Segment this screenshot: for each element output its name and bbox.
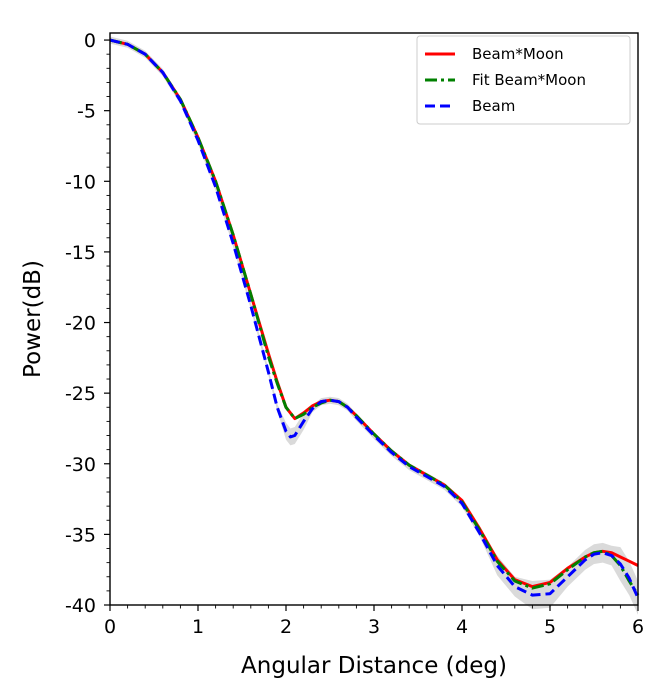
x-tick-label: 2	[280, 616, 292, 638]
y-tick-label: -30	[65, 454, 96, 476]
legend-label: Beam*Moon	[472, 45, 564, 63]
y-tick-label: -5	[77, 101, 96, 123]
x-axis-ticks: 0 1 2 3 4 5 6	[104, 605, 644, 638]
y-tick-label: -15	[65, 242, 96, 264]
legend-label: Beam	[472, 97, 515, 115]
y-tick-label: -10	[65, 171, 96, 193]
y-tick-label: -40	[65, 595, 96, 617]
y-axis-label: Power(dB)	[20, 260, 46, 378]
x-tick-label: 0	[104, 616, 116, 638]
y-tick-label: -35	[65, 524, 96, 546]
x-tick-label: 6	[632, 616, 644, 638]
series-line-beam	[109, 38, 640, 599]
legend-items: Beam*Moon Fit Beam*Moon Beam	[425, 45, 586, 115]
x-tick-label: 1	[192, 616, 204, 638]
legend: Beam*Moon Fit Beam*Moon Beam	[416, 35, 631, 125]
series-layer	[109, 38, 640, 599]
y-tick-label: 0	[84, 30, 96, 52]
y-axis-ticks: 0 -5 -10 -15 -20 -25 -30 -35 -40	[65, 30, 110, 617]
legend-label: Fit Beam*Moon	[472, 71, 586, 89]
x-tick-label: 3	[368, 616, 380, 638]
x-tick-label: 5	[544, 616, 556, 638]
x-axis-label: Angular Distance (deg)	[241, 653, 507, 679]
legend-box	[416, 35, 631, 125]
x-tick-label: 4	[456, 616, 468, 638]
y-tick-label: -25	[65, 383, 96, 405]
y-tick-label: -20	[65, 313, 96, 335]
